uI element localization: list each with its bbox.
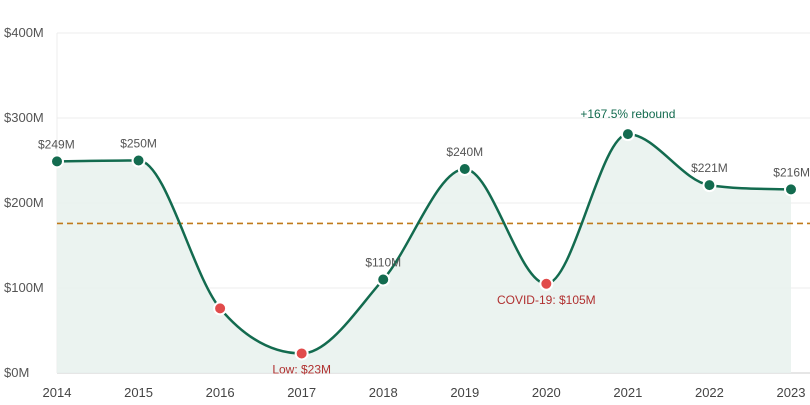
- x-tick-label: 2015: [124, 385, 153, 400]
- annotation-label: COVID-19: $105M: [497, 293, 596, 307]
- y-tick-label: $400M: [4, 25, 44, 40]
- x-tick-label: 2019: [450, 385, 479, 400]
- y-tick-label: $0M: [4, 365, 29, 380]
- data-label: $216M: [773, 165, 810, 179]
- data-label: $110M: [365, 256, 401, 270]
- data-point: [131, 153, 146, 168]
- data-label: $240M: [446, 145, 483, 159]
- data-point: [376, 272, 391, 287]
- x-tick-label: 2014: [43, 385, 72, 400]
- x-tick-label: 2016: [206, 385, 235, 400]
- x-tick-label: 2020: [532, 385, 561, 400]
- annotation-label: Low: $23M: [272, 362, 331, 376]
- y-tick-label: $300M: [4, 110, 44, 125]
- data-label: $221M: [691, 161, 728, 175]
- data-points: [50, 127, 798, 361]
- data-label: $250M: [120, 137, 157, 151]
- x-tick-label: 2021: [613, 385, 642, 400]
- data-point: [213, 301, 228, 316]
- axis-ticks: $0M $100M $200M $300M $400M 2014 2015 2016 2017 2…: [4, 25, 805, 400]
- data-point: [539, 276, 554, 291]
- annotation-label: +167.5% rebound: [580, 107, 675, 121]
- y-tick-label: $200M: [4, 195, 44, 210]
- x-tick-label: 2023: [777, 385, 806, 400]
- x-tick-label: 2018: [369, 385, 398, 400]
- data-point: [620, 127, 635, 142]
- data-point: [702, 178, 717, 193]
- data-point: [50, 154, 64, 169]
- area-fill: [57, 134, 791, 373]
- data-point: [457, 162, 472, 176]
- series-line: [56, 132, 792, 355]
- x-tick-label: 2022: [695, 385, 724, 400]
- data-labels: $249M $250M $110M $240M $221M $216M Low: $23M C…: [38, 107, 810, 376]
- x-tick-label: 2017: [287, 385, 316, 400]
- y-tick-label: $100M: [4, 280, 44, 295]
- data-point: [784, 182, 798, 197]
- data-point: [294, 346, 309, 361]
- data-label: $249M: [38, 137, 75, 151]
